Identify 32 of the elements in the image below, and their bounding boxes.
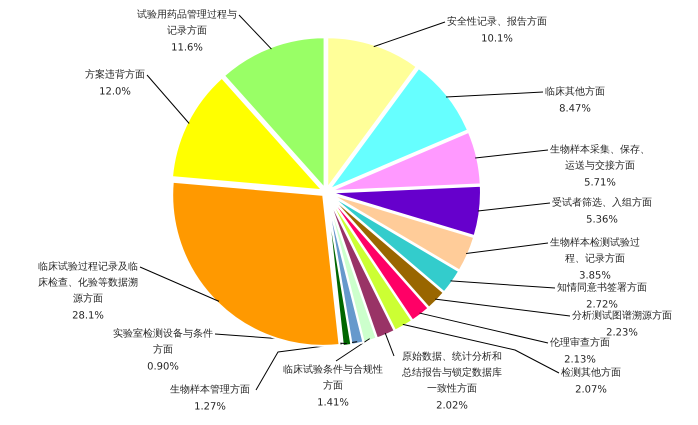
data-label: 2.07% [575, 384, 607, 396]
data-label: 2.23% [606, 328, 638, 339]
data-label: 2.72% [586, 300, 618, 311]
data-label: 10.1% [481, 34, 513, 45]
data-label: 3.85% [579, 270, 611, 282]
data-label: 2.13% [564, 354, 596, 366]
slice-label: 生物样本管理方面 [170, 384, 250, 396]
data-label: 5.36% [586, 214, 618, 226]
slice-label: 受试者筛选、入组方面 [552, 196, 652, 209]
slice-label: 临床试验过程记录及临床检查、化验等数据溯源方面 [38, 260, 138, 305]
data-label: 11.6% [171, 42, 203, 54]
slice-label: 生物样本检测试验过程、记录方面 [550, 236, 640, 265]
data-label: 1.41% [317, 398, 349, 409]
slice-label: 原始数据、统计分析和总结报告与锁定数据库一致性方面 [401, 350, 502, 395]
slice-label: 临床试验条件与合规性方面 [283, 364, 383, 392]
slice-label: 生物样本采集、保存、运送与交接方面 [550, 144, 650, 172]
slice-label: 分析测试图谱溯源方面 [572, 310, 672, 322]
data-label: 28.1% [72, 310, 104, 322]
slice-label: 方案违背方面 [85, 68, 145, 81]
slice-label: 伦理审查方面 [550, 336, 610, 349]
slice-label: 临床其他方面 [545, 86, 605, 98]
data-label: 12.0% [99, 86, 131, 98]
data-label: 2.02% [436, 400, 468, 412]
data-label: 0.90% [147, 362, 179, 373]
data-label: 1.27% [194, 402, 226, 413]
slice-label: 试验用药品管理过程与记录方面 [137, 8, 237, 37]
data-label: 5.71% [584, 178, 616, 189]
slice-label: 安全性记录、报告方面 [447, 16, 547, 28]
data-label: 8.47% [559, 104, 591, 115]
slice-label: 检测其他方面 [561, 366, 621, 379]
slice-label: 实验室检测设备与条件方面 [113, 328, 213, 356]
slice-label: 知情同意书签署方面 [557, 282, 647, 294]
